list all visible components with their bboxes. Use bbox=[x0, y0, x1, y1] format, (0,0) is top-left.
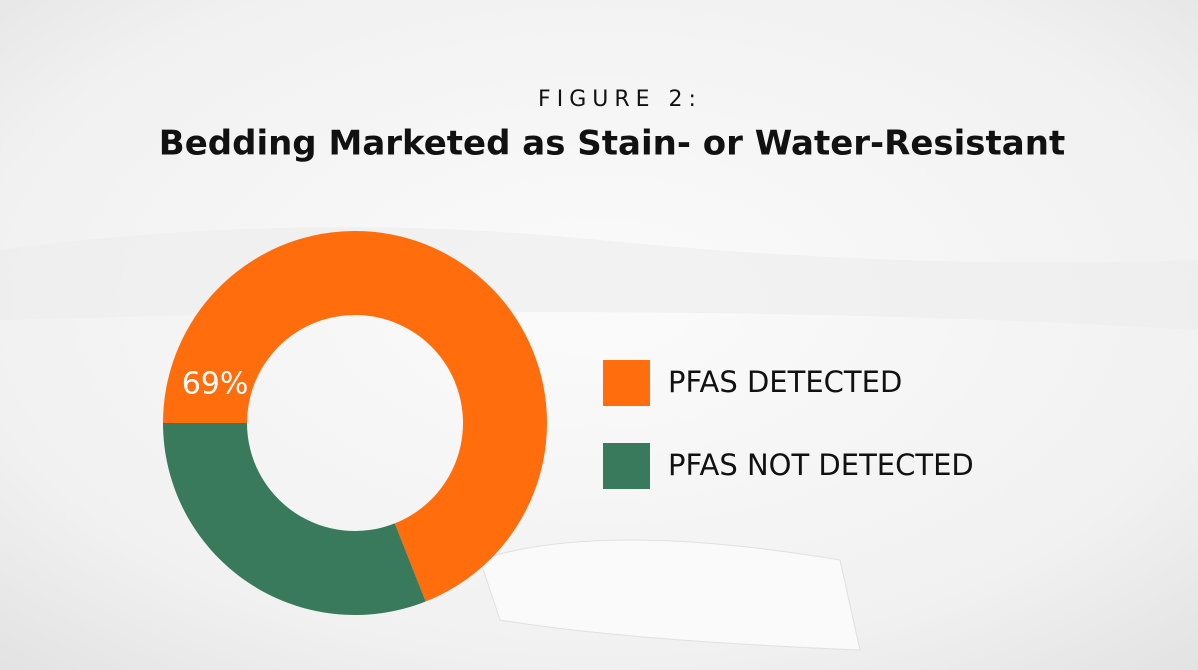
value-label: 69% bbox=[182, 366, 249, 401]
legend-swatch bbox=[603, 443, 650, 489]
legend-label: PFAS DETECTED bbox=[668, 365, 902, 399]
chart: FIGURE 2: Bedding Marketed as Stain- or … bbox=[0, 0, 1198, 670]
legend-label: PFAS NOT DETECTED bbox=[668, 448, 974, 482]
chart-title: Bedding Marketed as Stain- or Water-Resi… bbox=[159, 124, 1065, 164]
chart-subtitle: FIGURE 2: bbox=[538, 87, 702, 112]
legend-swatch bbox=[603, 360, 650, 406]
page: FIGURE 2: Bedding Marketed as Stain- or … bbox=[0, 0, 1198, 670]
